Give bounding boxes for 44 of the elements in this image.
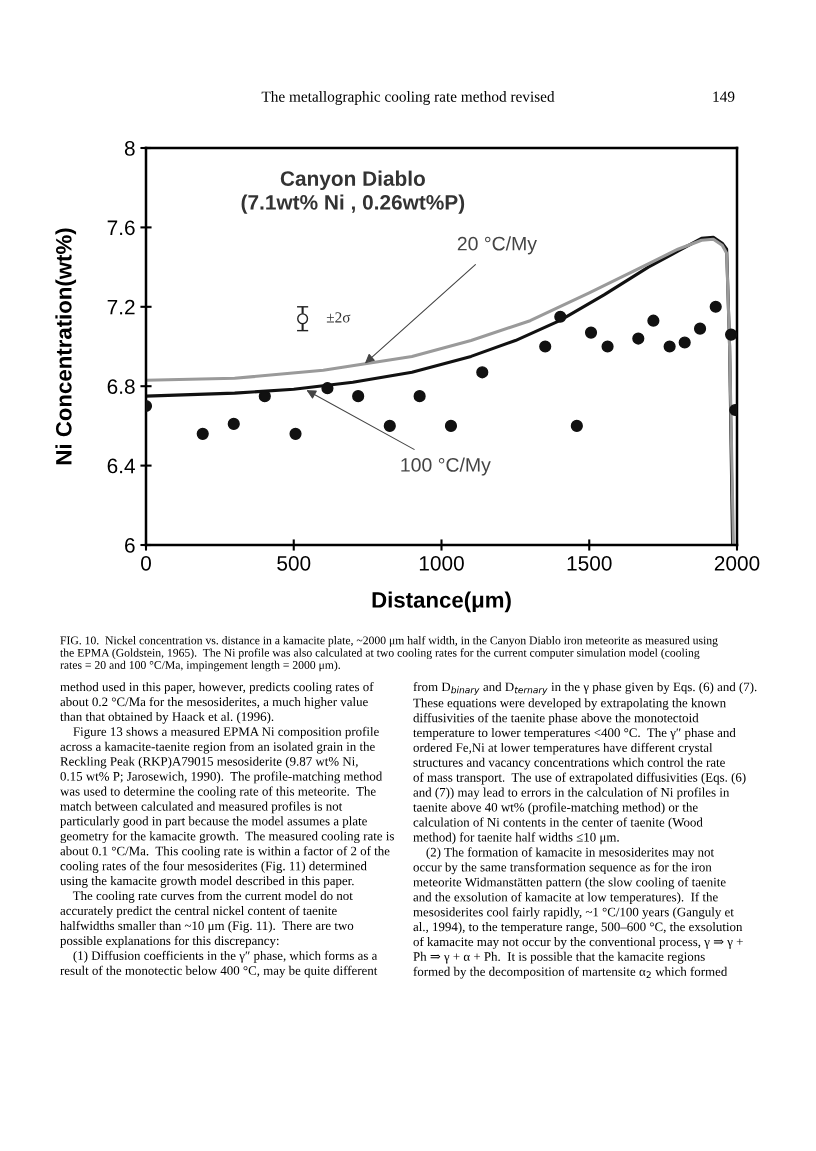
caption: FIG. 10. Nickel concentration vs. distance in a kamacite plate, ~2000 μm half width, in the Canyon Diablo iron meteorite as measured using the EPMA (Goldstein, 1965). The Ni profile was also calculated at two cooling rates for the current computer simulation model (cooling rates = 20 and 100 °C/Ma, impingement length = 2000 μm). xyxy=(60,636,718,672)
point xyxy=(725,328,737,341)
text: method used in this paper, however, predicts cooling rates of about 0.2 °C/Ma for the mesosiderites, a much higher value than that obtained by Haack et al. (1996). Figure 13 shows a measured EPMA Ni composition profile across a kamacite-taenite region from an isolated grain in the Reckling Peak (RKP)A79015 mesosiderite (9.87 wt% Ni, 0.15 wt% P; Jarosewich, 1990). The profile-matching method was used to determine the cooling rate of this meteorite. The match between calculated and measured profiles is not particularly good in part because the model assumes a plate geometry for the kamacite growth. The measured cooling rate is about 0.1 °C/Ma. This cooling rate is within a factor of 2 of the cooling rates of the four mesosiderites (Fig. 11) determined using the kamacite growth model described in this paper. The cooling rate curves from the current model do not accurately predict the central nickel content of taenite halfwidths smaller than ~10 μm (Fig. 11). There are two possible explanations for this discrepancy: (1) Diffusion coefficients in the γ″ phase, which forms as a result of the monotectic below 400 °C, may be quite different xyxy=(60,682,394,978)
text: (7.1wt% Ni , 0.26wt%P) xyxy=(241,194,465,214)
point xyxy=(413,390,426,403)
point xyxy=(647,314,660,327)
point xyxy=(693,322,707,335)
annotation: 20 °C/My xyxy=(457,236,537,255)
text: from D$_{binary}$ and D$_{ternary}$ in the γ phase given by Eqs. (6) and (7). These equations were developed by extrapolating the known diffusivities of the taenite phase above the monotectoid temperature to lower temperatures <400 °C. The γ″ phase and ordered Fe,Ni at lower temperatures have different crystal structures and vacancy concentrations which control the rate of mass transport. The use of extrapolated diffusivities (Eqs. (6) and (7)) may lead to errors in the calculation of Ni profiles in taenite above 40 wt% (profile-matching method) or the calculation of Ni contents in the center of taenite (Wood method) for taenite half widths ≤10 μm. (2) The formation of kamacite in mesosiderites may not occur by the same transformation sequence as for the iron meteorite Widmanstätten pattern (the slow cooling of taenite and the exsolution of kamacite at low temperatures). If the mesosiderites cool fairly rapidly, ~1 °C/100 years (Ganguly et al., 1994), to the temperature range, 500–600 °C, the exsolution of kamacite may not occur by the conventional process, γ ⇒ γ + Ph ⇒ γ + α + Ph. It is possible that the kamacite regions formed by the decomposition of martensite α$_{2}$ which formed xyxy=(413,682,757,979)
point xyxy=(444,419,458,432)
x-tick-label: 0 xyxy=(141,555,151,571)
x-axis-title: Distance(μm) xyxy=(372,591,511,613)
point xyxy=(709,300,722,313)
point xyxy=(321,382,334,395)
y-tick-label: 6.4 xyxy=(107,458,135,474)
x-tick-label: 1000 xyxy=(419,555,464,571)
y-tick-label: 7.6 xyxy=(107,220,135,236)
text: 149 xyxy=(713,91,735,102)
point xyxy=(383,419,396,432)
text: Canyon Diablo xyxy=(280,170,425,191)
annotation: 100 °C/My xyxy=(401,457,491,476)
point xyxy=(570,419,583,432)
point xyxy=(539,340,552,353)
y-tick-label: 6 xyxy=(125,538,135,553)
point xyxy=(352,390,365,403)
annotation: ±2σ xyxy=(326,312,351,323)
point xyxy=(663,340,676,353)
point xyxy=(678,336,691,349)
point xyxy=(196,427,209,440)
point xyxy=(601,340,614,353)
y-tick-label: 7.2 xyxy=(107,299,135,315)
point xyxy=(554,310,567,323)
y-axis-title: Ni Concentration(wt%) xyxy=(55,228,77,465)
y-tick-label: 6.8 xyxy=(107,379,135,394)
y-tick-label: 8 xyxy=(124,141,135,156)
point xyxy=(227,417,240,430)
x-tick-label: 2000 xyxy=(714,555,760,571)
text: The metallographic cooling rate method revised xyxy=(261,91,555,105)
point xyxy=(289,427,302,440)
point xyxy=(632,332,645,345)
point xyxy=(584,326,598,339)
x-tick-label: 1500 xyxy=(567,555,612,571)
point xyxy=(476,366,489,379)
x-tick-label: 500 xyxy=(277,555,311,571)
